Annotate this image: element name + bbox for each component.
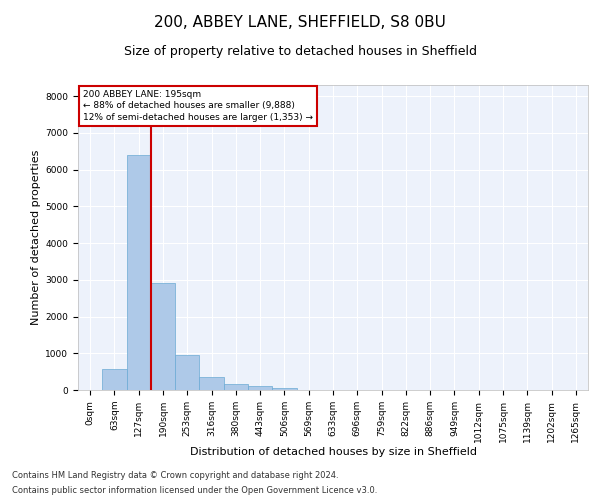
Text: Size of property relative to detached houses in Sheffield: Size of property relative to detached ho… <box>124 45 476 58</box>
Y-axis label: Number of detached properties: Number of detached properties <box>31 150 41 325</box>
Bar <box>199 377 224 390</box>
Bar <box>151 284 175 390</box>
Text: 200 ABBEY LANE: 195sqm
← 88% of detached houses are smaller (9,888)
12% of semi-: 200 ABBEY LANE: 195sqm ← 88% of detached… <box>83 90 313 122</box>
Bar <box>248 386 272 390</box>
Text: 200, ABBEY LANE, SHEFFIELD, S8 0BU: 200, ABBEY LANE, SHEFFIELD, S8 0BU <box>154 15 446 30</box>
Bar <box>175 355 199 390</box>
Bar <box>127 155 151 390</box>
Bar <box>224 384 248 390</box>
X-axis label: Distribution of detached houses by size in Sheffield: Distribution of detached houses by size … <box>190 448 476 458</box>
Text: Contains HM Land Registry data © Crown copyright and database right 2024.: Contains HM Land Registry data © Crown c… <box>12 471 338 480</box>
Bar <box>102 369 127 390</box>
Text: Contains public sector information licensed under the Open Government Licence v3: Contains public sector information licen… <box>12 486 377 495</box>
Bar <box>272 388 296 390</box>
